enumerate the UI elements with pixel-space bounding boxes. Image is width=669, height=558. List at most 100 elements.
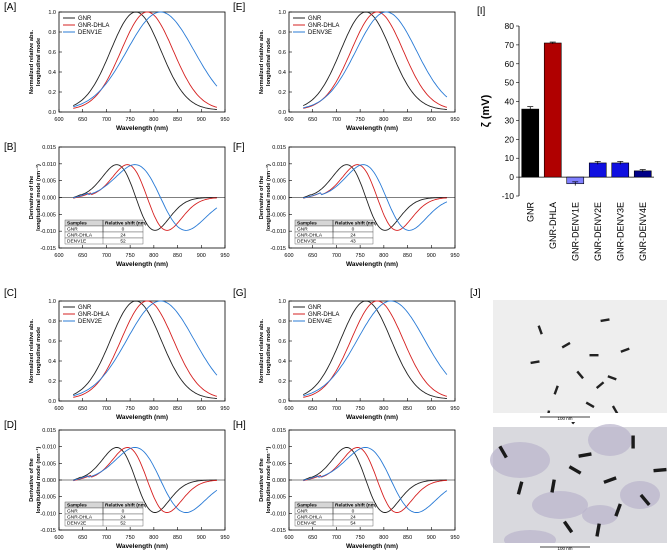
- y-axis-label-line: longitudinal mode: [266, 327, 272, 375]
- table-cell: DENV2E: [67, 521, 86, 527]
- y-tick-label: -0.005: [40, 212, 56, 218]
- panel-h: 600 650 700 750 800 850 900 950 -0.015 -0.010 -0.0…: [259, 428, 460, 550]
- y-axis-label-line: longitudinal mode (nm⁻¹): [265, 447, 272, 514]
- table-cell: 52: [120, 521, 126, 527]
- table-cell: GNR: [297, 227, 308, 233]
- nanorod: [607, 375, 617, 381]
- y-tick-label: 1.0: [48, 299, 56, 305]
- x-tick-label: 700: [332, 117, 341, 123]
- y-axis-label-line: Normalized relative abs.: [29, 319, 35, 383]
- derivative-line-gnr-dhla: [73, 164, 217, 231]
- nanorod: [585, 401, 595, 409]
- table-cell: GNR: [67, 509, 78, 515]
- y-tick-label: 40: [505, 97, 515, 107]
- category-label: GNR: [525, 202, 535, 223]
- y-tick-label: 0.8: [48, 30, 56, 36]
- y-axis-label-line: Normalized relative abs.: [29, 30, 35, 94]
- y-axis-label: Normalized relative abs.longitudinal mod…: [259, 319, 272, 383]
- category-label: GNR-DENV3E: [615, 202, 625, 261]
- x-tick-label: 850: [403, 535, 412, 541]
- table-header: Samples: [67, 503, 87, 509]
- y-axis-label-line: longitudinal mode: [36, 327, 42, 375]
- y-tick-label: 50: [505, 78, 515, 88]
- x-tick-label: 950: [450, 535, 459, 541]
- x-tick-label: 950: [220, 406, 229, 412]
- bar-gnr-denv2e: [588, 162, 607, 178]
- y-tick-label: 0.015: [42, 428, 56, 434]
- y-tick-label: 0.8: [278, 319, 286, 325]
- y-tick-label: 0.000: [272, 196, 286, 202]
- y-tick-label: -0.005: [270, 495, 286, 501]
- x-tick-label: 600: [54, 253, 63, 259]
- y-tick-label: -0.005: [270, 212, 286, 218]
- y-tick-label: 0.005: [272, 461, 286, 467]
- y-tick-label: 80: [505, 21, 515, 31]
- x-tick-label: 900: [427, 117, 436, 123]
- x-tick-label: 750: [126, 535, 135, 541]
- y-tick-label: 0.6: [278, 50, 286, 56]
- nanorod: [550, 479, 556, 493]
- x-tick-label: 750: [356, 253, 365, 259]
- y-tick-label: -0.010: [270, 511, 286, 517]
- y-tick-label: 0.005: [272, 179, 286, 185]
- derivative-line-gnr-dhla: [73, 447, 217, 513]
- x-tick-label: 800: [149, 117, 158, 123]
- table-header: Relative shift (nm): [105, 221, 147, 227]
- y-tick-label: -0.010: [40, 229, 56, 235]
- x-tick-label: 600: [284, 406, 293, 412]
- y-tick-label: 0.000: [42, 478, 56, 484]
- x-axis-label: Wavelength (nm): [346, 414, 398, 421]
- table-cell: 0: [352, 227, 355, 233]
- series-line-denv3e: [303, 11, 448, 109]
- y-tick-label: 0.8: [48, 319, 56, 325]
- y-tick-label: 0.010: [42, 445, 56, 451]
- y-tick-label: 0.4: [48, 70, 56, 76]
- x-tick-label: 950: [220, 253, 229, 259]
- x-tick-label: 800: [379, 406, 388, 412]
- x-tick-label: 650: [308, 535, 317, 541]
- nanorod: [576, 370, 584, 380]
- panel-label: [H]: [233, 420, 246, 431]
- panel-label: [D]: [4, 420, 17, 431]
- y-tick-label: -10: [502, 191, 515, 201]
- y-tick-label: 0.8: [278, 30, 286, 36]
- derivative-line-denv3e: [303, 164, 448, 231]
- legend-entry: DENV4E: [308, 319, 332, 325]
- y-tick-label: 0.0: [48, 110, 56, 116]
- category-label: GNR-DENV2E: [593, 202, 603, 261]
- table-cell: GNR-DHLA: [67, 515, 93, 521]
- tem-stain: [532, 491, 588, 519]
- y-axis-label-line: longitudinal mode: [36, 38, 42, 86]
- panel-e: 600 650 700 750 800 850 900 950 0.0 0.2 0.4 0.6 0.8 1…: [259, 10, 460, 132]
- y-axis-label: Derivative of thelongitudinal mode (nm⁻¹…: [29, 164, 42, 231]
- tem-panel: [J] 100 nm 100 nm: [470, 288, 667, 552]
- y-tick-label: -0.005: [40, 495, 56, 501]
- y-tick-label: 0.005: [42, 461, 56, 467]
- table-cell: DENV1E: [67, 239, 86, 245]
- nanorod: [639, 493, 651, 507]
- x-tick-label: 650: [308, 253, 317, 259]
- panel-label: [B]: [4, 142, 16, 153]
- derivative-line-denv1e: [73, 164, 218, 231]
- y-tick-label: 0.000: [272, 478, 286, 484]
- plot-frame: [288, 11, 456, 113]
- legend-entry: GNR: [78, 16, 92, 22]
- y-tick-label: 0.2: [278, 379, 286, 385]
- table-cell: 54: [350, 521, 356, 527]
- x-tick-label: 750: [356, 406, 365, 412]
- category-label: GNR-DENV4E: [638, 202, 648, 261]
- x-tick-label: 850: [403, 253, 412, 259]
- table-header: Samples: [297, 503, 317, 509]
- table-cell: 43: [350, 239, 356, 245]
- nanorod: [530, 360, 540, 365]
- x-axis-label: Wavelength (nm): [116, 414, 168, 421]
- x-tick-label: 850: [173, 406, 182, 412]
- table-cell: GNR-DHLA: [297, 233, 323, 239]
- panel-label: [F]: [233, 142, 245, 153]
- category-label: GNR-DENV1E: [570, 202, 580, 261]
- y-axis-label-line: longitudinal mode (nm⁻¹): [35, 447, 42, 514]
- table-cell: 24: [120, 233, 126, 239]
- series-line-gnr: [73, 11, 217, 110]
- panel-label: [E]: [233, 2, 245, 13]
